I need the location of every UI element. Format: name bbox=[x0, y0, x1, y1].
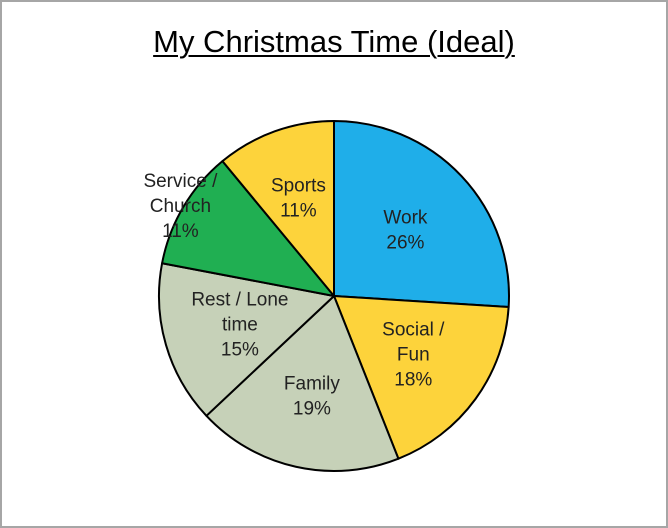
slice-category-label: time bbox=[222, 314, 258, 335]
slice-percent-label: 19% bbox=[293, 399, 331, 420]
pie-slice-service-church bbox=[161, 160, 335, 297]
slice-label-sports: Sports 11% bbox=[271, 176, 326, 222]
slice-percent-label: 26% bbox=[386, 232, 424, 253]
pie-slice-sports bbox=[221, 120, 335, 297]
slice-category-label: Social / bbox=[382, 320, 445, 341]
slice-label-family: Family 19% bbox=[284, 374, 340, 420]
slice-label-work: Work 26% bbox=[383, 207, 427, 253]
slice-category-label: Rest / Lone bbox=[191, 289, 288, 310]
slice-category-label: Church bbox=[150, 196, 211, 217]
slice-category-label: Family bbox=[284, 374, 340, 395]
slice-percent-label: 18% bbox=[394, 370, 432, 391]
slice-label-social-fun: Social / Fun 18% bbox=[382, 320, 445, 391]
chart-title: My Christmas Time (Ideal) bbox=[153, 24, 515, 59]
pie-slice-rest-lone-time bbox=[158, 262, 335, 417]
slice-label-rest-lone-time: Rest / Lone time 15% bbox=[191, 289, 288, 360]
slice-category-label: Work bbox=[383, 207, 427, 228]
slice-percent-label: 15% bbox=[221, 339, 259, 360]
slice-category-label: Sports bbox=[271, 176, 326, 197]
pie-slice-work bbox=[333, 120, 510, 308]
slice-category-label: Service / bbox=[143, 171, 218, 192]
slice-category-label: Fun bbox=[397, 345, 430, 366]
slice-percent-label: 11% bbox=[162, 221, 199, 242]
pie-slice-family bbox=[205, 295, 400, 472]
slice-percent-label: 11% bbox=[280, 201, 317, 222]
slice-label-service-church: Service / Church 11% bbox=[143, 171, 218, 242]
pie-slice-social-fun bbox=[333, 295, 510, 460]
